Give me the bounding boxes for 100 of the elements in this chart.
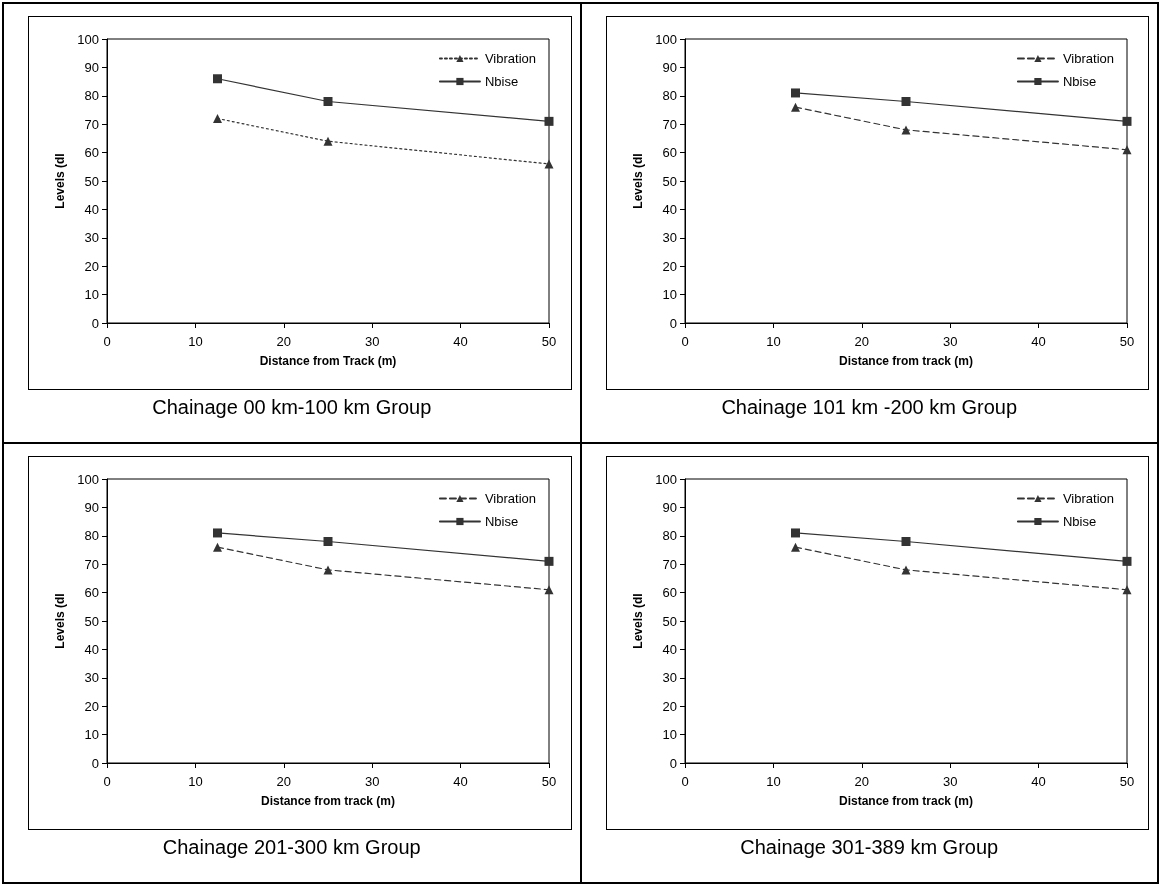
x-axis-title: Distance from track (m): [838, 794, 973, 808]
y-tick-label: 0: [91, 315, 99, 331]
point: [790, 102, 800, 112]
point: [544, 116, 554, 126]
point: [544, 159, 554, 169]
point: [323, 536, 333, 546]
point: [901, 96, 910, 106]
y-tick-label: 50: [662, 173, 677, 189]
point: [1122, 585, 1131, 595]
legend-label: Nbise: [1062, 74, 1096, 89]
x-tick-label: 50: [1119, 774, 1134, 789]
y-tick-label: 50: [84, 613, 99, 629]
x-tick-label: 50: [541, 774, 557, 789]
y-tick-label: 100: [654, 471, 677, 487]
y-tick-label: 80: [84, 528, 99, 544]
y-tick-label: 40: [662, 201, 677, 217]
x-tick-label: 0: [103, 774, 111, 789]
y-axis-title: Levels (dI: [53, 153, 68, 209]
legend-label: Nbise: [1062, 514, 1096, 529]
y-tick-label: 70: [662, 116, 677, 132]
y-tick-label: 40: [84, 201, 99, 217]
x-tick-label: 20: [854, 334, 869, 349]
legend-label: Vibration: [484, 51, 536, 66]
legend-label: Nbise: [484, 74, 519, 89]
point: [901, 565, 910, 575]
x-axis-title: Distance from track (m): [260, 794, 396, 808]
y-tick-label: 80: [84, 88, 99, 104]
x-tick-label: 10: [188, 334, 203, 349]
point: [1122, 145, 1131, 155]
x-tick-label: 0: [680, 774, 689, 789]
y-tick-label: 90: [84, 59, 99, 75]
y-axis-title: Levels (dI: [53, 593, 68, 649]
y-tick-label: 50: [662, 613, 677, 629]
point: [901, 536, 910, 546]
y-tick-label: 20: [84, 258, 99, 274]
text: Chainage 301-389 km Group: [739, 836, 1000, 859]
y-tick-label: 90: [662, 59, 677, 75]
x-tick-label: 40: [453, 334, 468, 349]
x-tick-label: 20: [276, 334, 292, 349]
y-tick-label: 90: [662, 499, 677, 515]
legend-label: Vibration: [484, 491, 536, 506]
y-tick-label: 30: [84, 670, 99, 686]
y-tick-label: 100: [654, 31, 677, 47]
point: [323, 96, 333, 106]
point: [544, 556, 554, 566]
y-tick-label: 30: [84, 230, 99, 246]
text: Chainage 201-300 km Group: [161, 836, 422, 859]
y-tick-label: 60: [84, 145, 99, 161]
y-tick-label: 40: [662, 641, 677, 657]
y-tick-label: 10: [662, 287, 677, 303]
x-tick-label: 40: [1030, 334, 1046, 349]
point: [544, 585, 554, 595]
point: [213, 74, 222, 84]
y-axis-title: Levels (dI: [630, 593, 645, 649]
y-tick-label: 10: [84, 727, 99, 743]
x-tick-label: 0: [103, 334, 111, 349]
point: [901, 125, 910, 135]
y-tick-label: 20: [84, 698, 99, 714]
point: [790, 542, 800, 552]
x-axis-title: Distance from Track (m): [259, 354, 397, 368]
y-tick-label: 0: [91, 755, 99, 771]
y-tick-label: 0: [669, 315, 677, 331]
point: [323, 565, 333, 575]
x-axis-title: Distance from track (m): [838, 354, 973, 368]
x-tick-label: 50: [541, 334, 557, 349]
x-tick-label: 10: [765, 334, 781, 349]
x-tick-label: 30: [364, 774, 380, 789]
y-tick-label: 60: [662, 585, 677, 601]
text: Chainage 101 km -200 km Group: [720, 396, 1019, 419]
text: Chainage 00 km-100 km Group: [151, 396, 433, 419]
y-tick-label: 60: [84, 585, 99, 601]
y-tick-label: 70: [84, 556, 99, 572]
point: [213, 114, 222, 124]
point: [790, 88, 800, 98]
point: [1122, 116, 1131, 126]
x-tick-label: 40: [1030, 774, 1046, 789]
y-tick-label: 20: [662, 698, 677, 714]
legend-label: Vibration: [1062, 51, 1114, 66]
y-tick-label: 100: [77, 31, 99, 47]
point: [1122, 556, 1131, 566]
point: [323, 136, 333, 146]
x-tick-label: 20: [276, 774, 292, 789]
legend-label: Nbise: [484, 514, 519, 529]
y-tick-label: 70: [662, 556, 677, 572]
y-tick-label: 50: [84, 173, 99, 189]
y-tick-label: 70: [84, 116, 99, 132]
x-tick-label: 30: [942, 774, 957, 789]
point: [213, 528, 222, 538]
y-tick-label: 30: [662, 670, 677, 686]
point: [790, 528, 800, 538]
y-tick-label: 100: [77, 471, 99, 487]
y-tick-label: 10: [84, 287, 99, 303]
x-tick-label: 50: [1119, 334, 1134, 349]
x-tick-label: 30: [364, 334, 380, 349]
x-tick-label: 20: [854, 774, 869, 789]
y-tick-label: 60: [662, 145, 677, 161]
legend-label: Vibration: [1062, 491, 1114, 506]
x-tick-label: 30: [942, 334, 957, 349]
y-tick-label: 10: [662, 727, 677, 743]
y-tick-label: 20: [662, 258, 677, 274]
